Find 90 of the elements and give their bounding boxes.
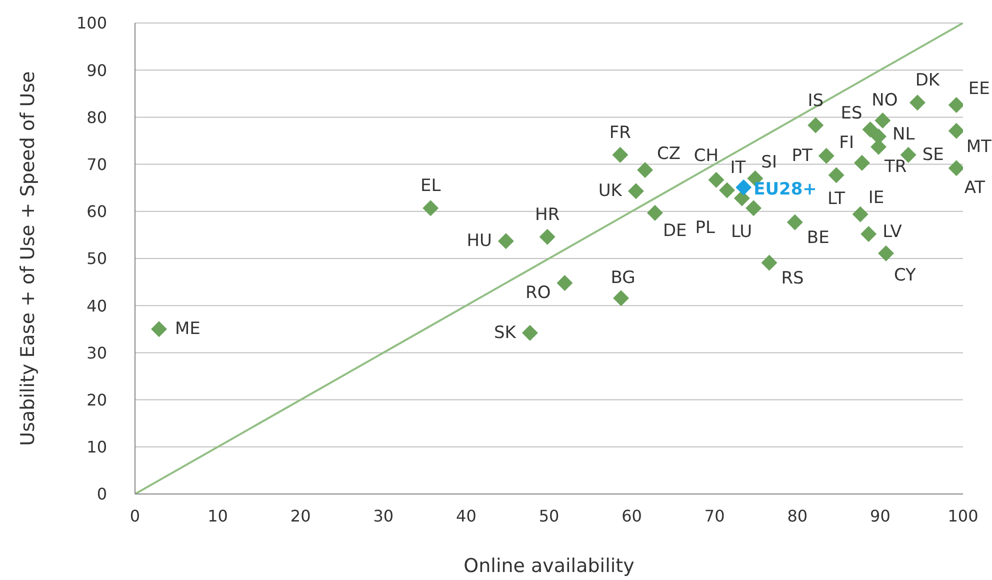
x-tick-label: 20 (290, 506, 311, 526)
annotation: EU28+ (754, 179, 817, 200)
annotation: DK (915, 70, 940, 91)
annotation: CH (694, 146, 719, 166)
point (746, 200, 762, 216)
point (556, 274, 573, 291)
annotation: SI (761, 152, 777, 172)
point (786, 214, 803, 230)
y-axis-title: Usability Ease + of Use + Speed of Use (17, 71, 39, 446)
annotation: EL (420, 176, 442, 196)
annotation: UK (598, 181, 623, 202)
x-tick-label: 10 (208, 506, 228, 526)
annotation: LV (882, 222, 902, 242)
x-tick-label: 70 (704, 506, 725, 526)
x-tick-label: 50 (538, 506, 560, 526)
annotation: TR (884, 156, 907, 177)
point (734, 190, 750, 206)
y-tick-label: 40 (86, 296, 107, 316)
x-tick-label: 0 (130, 506, 140, 526)
point (909, 94, 926, 111)
point (539, 228, 556, 245)
point (422, 200, 439, 216)
annotation: PT (792, 146, 813, 166)
annotation: FR (609, 122, 632, 143)
point (646, 204, 663, 221)
annotation: DE (662, 220, 687, 241)
annotation: RO (526, 282, 551, 303)
point (874, 112, 891, 128)
annotation: EE (968, 78, 990, 99)
annotation: CZ (657, 144, 681, 164)
x-tick-label: 100 (948, 506, 978, 526)
point (151, 321, 168, 338)
point (498, 233, 514, 250)
annotation: IT (730, 158, 746, 178)
annotation: AT (964, 178, 986, 198)
point (828, 167, 844, 184)
point (948, 122, 963, 139)
annotation: HU (466, 231, 492, 252)
point (852, 206, 868, 222)
annotation: LU (730, 222, 752, 242)
annotation: BE (806, 228, 830, 248)
annotation: NL (892, 124, 916, 145)
y-tick-label: 70 (86, 154, 107, 174)
point (719, 182, 736, 198)
point (628, 183, 644, 200)
annotation: LT (828, 189, 846, 210)
annotation: FI (839, 132, 854, 153)
x-tick-label: 80 (787, 506, 808, 526)
x-tick-label: 40 (456, 506, 476, 526)
y-tick-label: 20 (86, 390, 107, 410)
point (637, 162, 654, 178)
point (862, 121, 878, 138)
annotation: BG (610, 268, 636, 288)
annotation: HR (535, 204, 560, 225)
annotation: SE (922, 144, 944, 165)
annotation: IS (808, 91, 824, 112)
point (613, 290, 630, 306)
point (948, 96, 963, 113)
point (878, 245, 894, 262)
y-tick-label: 0 (96, 484, 107, 504)
point (761, 254, 778, 271)
annotation: NO (872, 90, 898, 110)
annotation: ME (175, 319, 200, 340)
x-tick-label: 90 (870, 506, 890, 526)
y-tick-label: 90 (86, 60, 107, 80)
point (612, 146, 628, 163)
y-tick-label: 60 (86, 202, 107, 222)
point (948, 160, 963, 176)
annotation: IE (868, 188, 884, 208)
point (860, 226, 877, 242)
x-axis-title: Online availability (464, 555, 634, 577)
y-tick-label: 10 (86, 438, 107, 457)
y-tick-label: 50 (86, 249, 107, 268)
point (736, 179, 752, 196)
x-tick-label: 30 (373, 506, 394, 526)
point (522, 324, 538, 341)
point (818, 148, 834, 164)
annotation: CY (894, 265, 917, 286)
annotation: ES (840, 103, 862, 124)
point (854, 154, 870, 171)
point (808, 117, 824, 134)
x-tick-label: 60 (622, 506, 642, 526)
annotation: SK (494, 322, 517, 343)
annotation: RS (781, 268, 804, 289)
point (708, 172, 724, 188)
y-tick-label: 80 (86, 108, 107, 127)
annotation: PL (695, 218, 716, 238)
y-tick-label: 100 (76, 14, 107, 33)
y-tick-label: 30 (86, 343, 107, 362)
annotation: MT (966, 136, 992, 157)
